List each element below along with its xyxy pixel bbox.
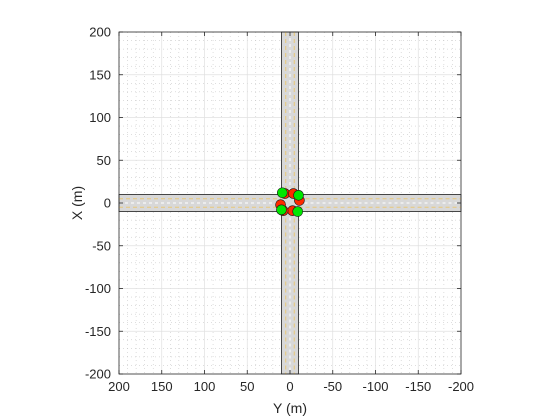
green-marker bbox=[276, 204, 287, 216]
x-tick-label: 50 bbox=[240, 379, 254, 394]
x-tick-label: 100 bbox=[194, 379, 216, 394]
minor-grid bbox=[119, 32, 461, 374]
x-axis-ticks: 200 150 100 50 0 -50 -100 -150 -200 bbox=[108, 32, 474, 394]
x-tick-label: 200 bbox=[108, 379, 130, 394]
y-tick-label: 100 bbox=[89, 110, 111, 125]
x-tick-label: 150 bbox=[151, 379, 173, 394]
x-tick-label: -100 bbox=[362, 379, 388, 394]
x-tick-label: -200 bbox=[448, 379, 474, 394]
x-axis-label: Y (m) bbox=[273, 400, 307, 416]
y-axis-ticks: 200 150 100 50 0 -50 -100 -150 -200 bbox=[85, 25, 461, 382]
data-points bbox=[275, 187, 305, 217]
y-tick-label: -200 bbox=[85, 367, 111, 382]
green-marker bbox=[277, 187, 288, 199]
y-tick-label: 50 bbox=[97, 153, 111, 168]
y-tick-label: -100 bbox=[85, 281, 111, 296]
y-tick-label: -150 bbox=[85, 324, 111, 339]
y-tick-label: 0 bbox=[104, 196, 111, 211]
x-tick-label: -150 bbox=[405, 379, 431, 394]
green-marker bbox=[292, 206, 303, 217]
x-tick-label: 0 bbox=[286, 379, 293, 394]
y-tick-label: 150 bbox=[89, 67, 111, 82]
y-tick-label: -50 bbox=[92, 238, 111, 253]
y-tick-label: 200 bbox=[89, 25, 111, 40]
y-axis-label: X (m) bbox=[69, 186, 85, 220]
green-marker bbox=[293, 190, 304, 201]
x-tick-label: -50 bbox=[323, 379, 342, 394]
